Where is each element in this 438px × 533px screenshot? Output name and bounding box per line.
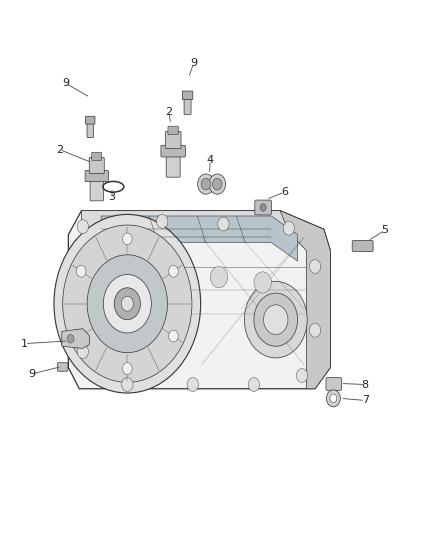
Circle shape [77,345,88,359]
Circle shape [76,330,86,342]
Circle shape [244,281,307,358]
Circle shape [67,335,74,343]
Circle shape [212,178,222,190]
Circle shape [326,390,340,407]
FancyBboxPatch shape [165,132,181,149]
Polygon shape [68,211,330,389]
Text: 9: 9 [190,59,197,68]
Text: 9: 9 [62,78,69,88]
Text: 8: 8 [362,379,369,390]
FancyBboxPatch shape [90,179,103,201]
Circle shape [209,174,226,194]
Circle shape [201,178,211,190]
Text: 9: 9 [28,369,35,379]
Circle shape [76,265,86,277]
Text: 3: 3 [109,192,116,203]
Circle shape [254,272,272,293]
FancyBboxPatch shape [85,116,95,124]
FancyBboxPatch shape [352,240,373,252]
FancyBboxPatch shape [85,171,109,182]
Text: 4: 4 [207,155,214,165]
Circle shape [123,363,132,374]
FancyBboxPatch shape [87,122,93,138]
FancyBboxPatch shape [166,154,180,177]
Text: 7: 7 [362,395,369,406]
Circle shape [169,265,178,277]
Circle shape [87,255,167,353]
FancyBboxPatch shape [168,126,178,135]
Text: 1: 1 [21,338,28,349]
FancyBboxPatch shape [89,157,104,174]
FancyBboxPatch shape [161,146,185,157]
Circle shape [114,288,141,320]
Circle shape [260,204,266,211]
Text: 5: 5 [381,225,389,236]
Circle shape [264,305,288,335]
Circle shape [210,266,228,288]
Circle shape [254,293,297,346]
Text: 2: 2 [165,107,172,117]
Circle shape [54,214,201,393]
Circle shape [169,330,178,342]
Polygon shape [280,211,330,389]
FancyBboxPatch shape [182,91,193,100]
Circle shape [218,217,229,231]
Circle shape [121,296,134,311]
FancyBboxPatch shape [57,363,68,371]
Polygon shape [62,329,89,349]
Circle shape [122,377,133,391]
Circle shape [248,377,260,391]
Polygon shape [101,216,297,261]
Circle shape [309,324,321,337]
Circle shape [187,377,198,391]
Text: 2: 2 [56,144,63,155]
Circle shape [198,174,214,194]
Circle shape [77,220,88,233]
Circle shape [63,225,192,382]
Circle shape [330,394,337,402]
Text: 6: 6 [281,187,288,197]
FancyBboxPatch shape [92,152,102,160]
Circle shape [149,261,166,282]
Polygon shape [81,211,330,251]
Circle shape [103,274,151,333]
Circle shape [296,368,307,382]
Circle shape [309,260,321,273]
Circle shape [123,233,132,245]
Circle shape [156,214,168,228]
Circle shape [283,221,294,235]
FancyBboxPatch shape [184,98,191,115]
FancyBboxPatch shape [255,200,272,215]
FancyBboxPatch shape [326,377,342,390]
